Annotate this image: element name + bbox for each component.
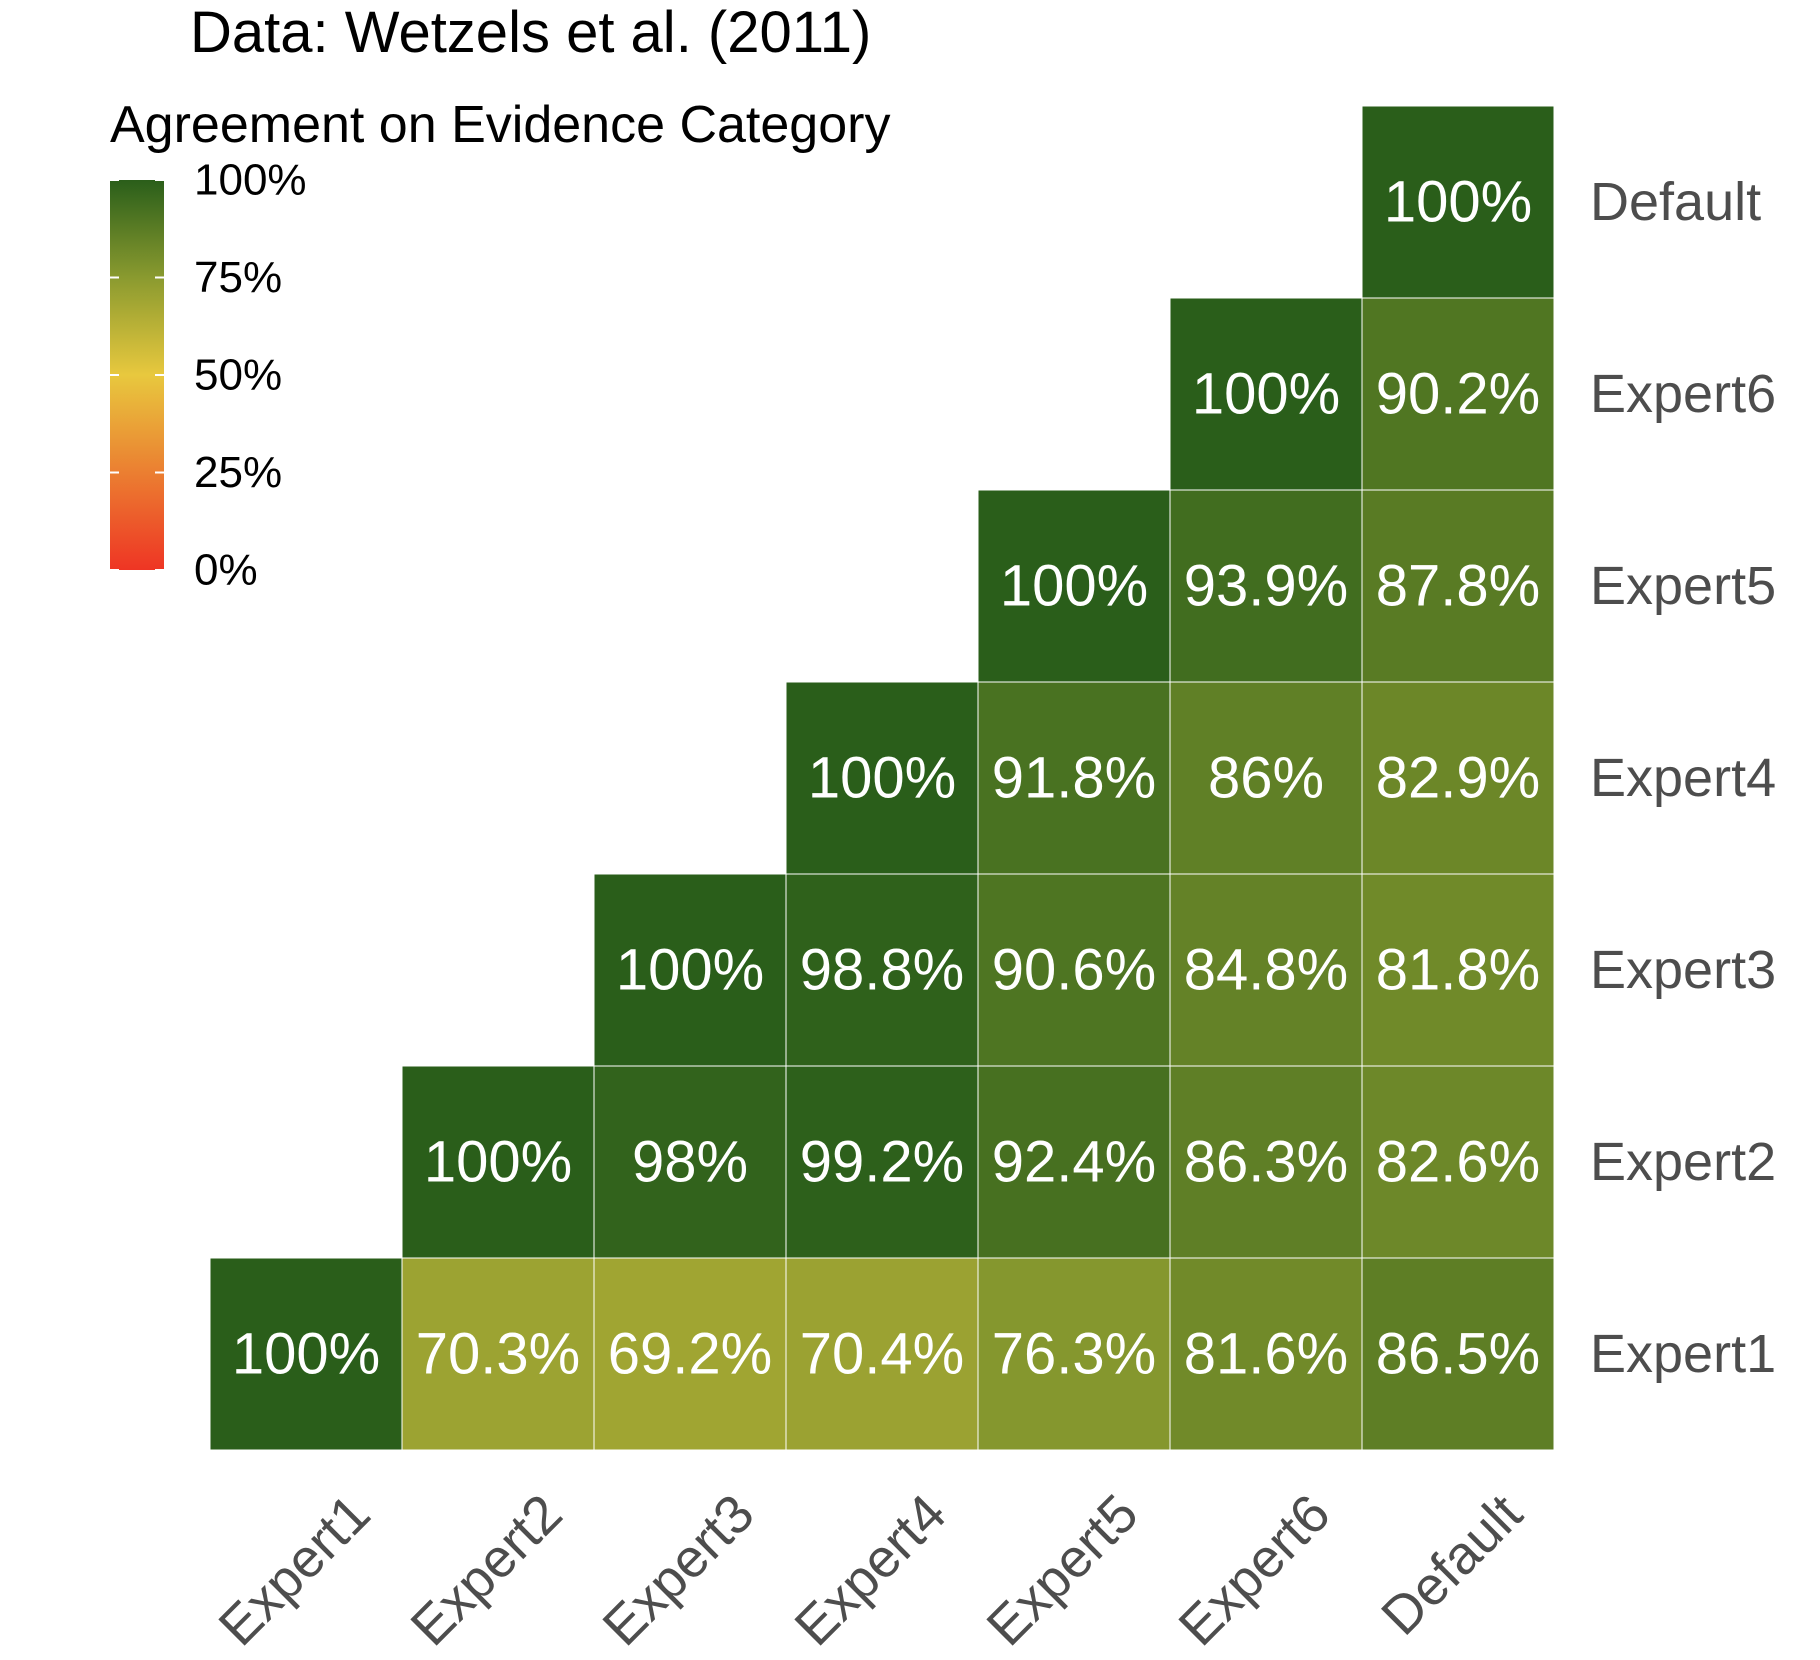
heatmap-cell [1169, 489, 1363, 683]
cell-value-label: 90.6% [992, 938, 1156, 1003]
y-tick-label: Expert6 [1590, 364, 1776, 424]
heatmap-cell [593, 873, 787, 1067]
y-tick-label: Expert4 [1590, 748, 1776, 808]
heatmap-cell [1169, 873, 1363, 1067]
cell-value-label: 91.8% [992, 746, 1156, 811]
heatmap-cell [977, 489, 1171, 683]
heatmap-cell [1169, 1065, 1363, 1259]
cell-value-label: 100% [232, 1322, 380, 1387]
cell-value-label: 69.2% [608, 1322, 772, 1387]
cell-value-label: 84.8% [1184, 938, 1348, 1003]
heatmap-cell [1361, 297, 1555, 491]
y-axis-labels: Expert1 Expert2 Expert3 Expert4 Expert5 Exper… [1590, 172, 1776, 1384]
heatmap-cell [1361, 681, 1555, 875]
y-tick-label: Default [1590, 172, 1761, 232]
heatmap-cell [1361, 873, 1555, 1067]
x-tick-label: Expert4 [784, 1483, 958, 1657]
x-axis-labels: Expert1 Expert2 Expert3 Expert4 Expert5 Exper… [208, 1483, 1534, 1657]
legend-tick-label: 75% [194, 253, 282, 302]
cell-value-label: 86.3% [1184, 1130, 1348, 1195]
cell-value-label: 86% [1208, 746, 1324, 811]
heatmap-cell [785, 873, 979, 1067]
cell-value-label: 100% [616, 938, 764, 1003]
x-tick-label: Expert3 [592, 1483, 766, 1657]
heatmap-cell [977, 1257, 1171, 1451]
heatmap-cell [593, 1065, 787, 1259]
cell-value-label: 86.5% [1376, 1322, 1540, 1387]
cell-value-label: 82.6% [1376, 1130, 1540, 1195]
heatmap-cell [401, 1257, 595, 1451]
heatmap-cells: 100% 70.3% 69.2% 70.4% 76.3% 81.6% 86.5% 100% 98… [209, 105, 1555, 1451]
heatmap-cell [785, 1065, 979, 1259]
cell-value-label: 100% [1384, 170, 1532, 235]
y-tick-label: Expert3 [1590, 940, 1776, 1000]
cell-value-label: 87.8% [1376, 554, 1540, 619]
heatmap-cell [1361, 489, 1555, 683]
chart-title: Data: Wetzels et al. (2011) [190, 0, 871, 65]
legend-title: Agreement on Evidence Category [110, 96, 890, 154]
cell-value-label: 82.9% [1376, 746, 1540, 811]
cell-value-label: 99.2% [800, 1130, 964, 1195]
cell-value-label: 70.3% [416, 1322, 580, 1387]
heatmap-cell [977, 681, 1171, 875]
heatmap-cell [1169, 1257, 1363, 1451]
y-tick-label: Expert2 [1590, 1132, 1776, 1192]
x-tick-label: Default [1370, 1483, 1533, 1646]
heatmap-cell [209, 1257, 403, 1451]
cell-value-label: 81.6% [1184, 1322, 1348, 1387]
legend-tick-label: 25% [194, 448, 282, 497]
heatmap-cell [1361, 1257, 1555, 1451]
heatmap-cell [1169, 297, 1363, 491]
heatmap-cell [1169, 681, 1363, 875]
y-tick-label: Expert5 [1590, 556, 1776, 616]
heatmap-cell [977, 873, 1171, 1067]
cell-value-label: 100% [424, 1130, 572, 1195]
legend-ticks: 100% 75% 50% 25% 0% [110, 156, 307, 595]
heatmap-cell [593, 1257, 787, 1451]
heatmap-cell [1361, 1065, 1555, 1259]
x-tick-label: Expert5 [976, 1483, 1150, 1657]
cell-value-label: 100% [1192, 362, 1340, 427]
cell-value-label: 92.4% [992, 1130, 1156, 1195]
heatmap-cell [977, 1065, 1171, 1259]
legend-tick-label: 50% [194, 351, 282, 400]
cell-value-label: 70.4% [800, 1322, 964, 1387]
cell-value-label: 90.2% [1376, 362, 1540, 427]
cell-value-label: 100% [808, 746, 956, 811]
y-tick-label: Expert1 [1590, 1324, 1776, 1384]
heatmap-cell [785, 681, 979, 875]
cell-value-label: 100% [1000, 554, 1148, 619]
legend-tick-label: 0% [194, 546, 258, 595]
heatmap-cell [1361, 105, 1555, 299]
cell-value-label: 81.8% [1376, 938, 1540, 1003]
cell-value-label: 98% [632, 1130, 748, 1195]
x-tick-label: Expert1 [208, 1483, 382, 1657]
heatmap-cell [401, 1065, 595, 1259]
x-tick-label: Expert6 [1168, 1483, 1342, 1657]
x-tick-label: Expert2 [400, 1483, 574, 1657]
legend: Agreement on Evidence Category 100% 75% 50… [110, 96, 890, 595]
cell-value-label: 93.9% [1184, 554, 1348, 619]
legend-tick-label: 100% [194, 156, 307, 205]
cell-value-label: 98.8% [800, 938, 964, 1003]
cell-value-label: 76.3% [992, 1322, 1156, 1387]
